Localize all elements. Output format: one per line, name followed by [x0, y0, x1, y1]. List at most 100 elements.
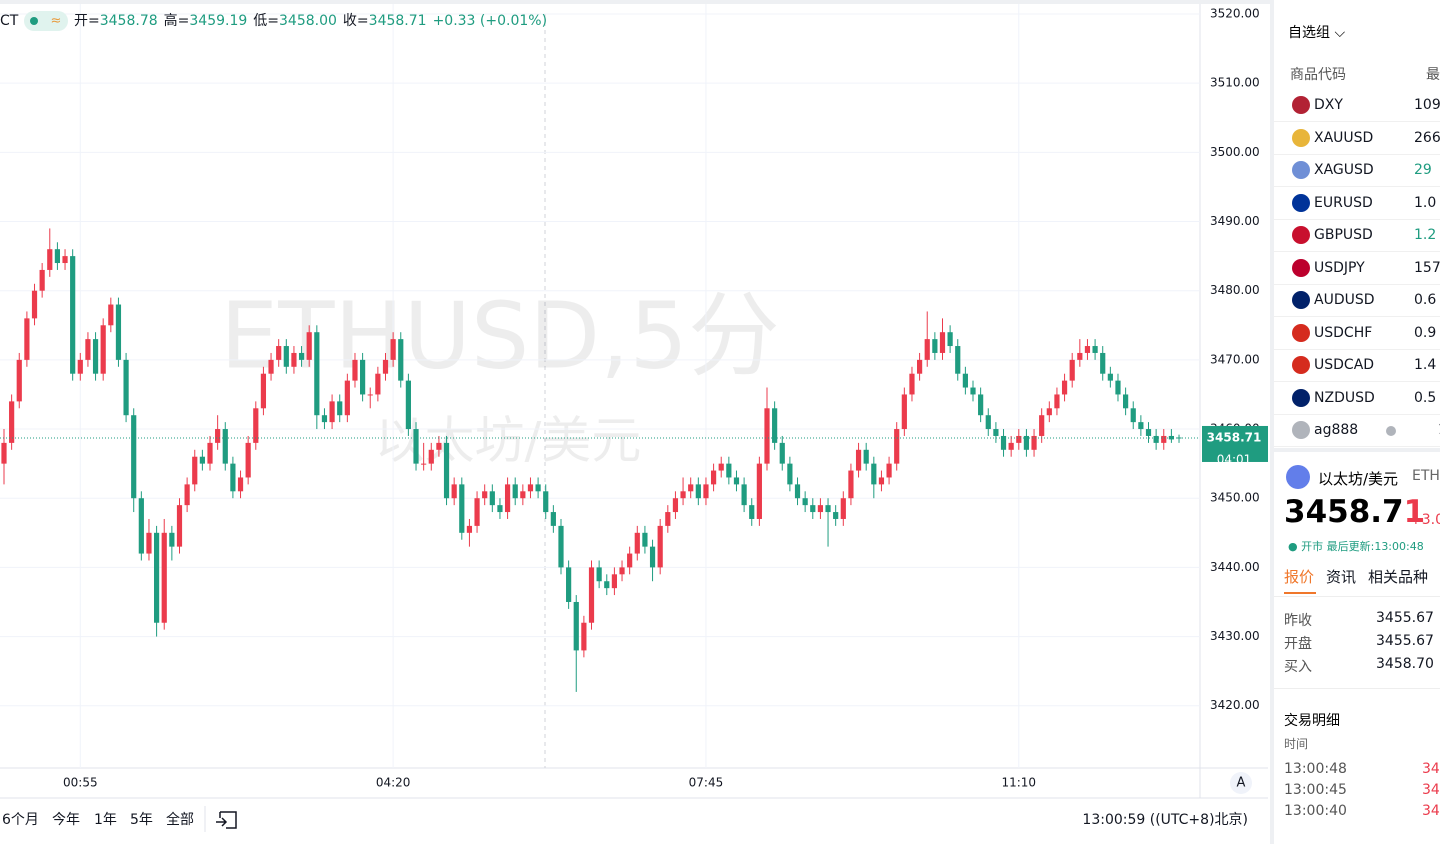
flag [1292, 421, 1310, 439]
trade-time: 13:00:40 [1284, 803, 1347, 819]
price-tail: 1 [1403, 494, 1426, 530]
candle-body [604, 581, 610, 589]
legend-symbol: CT [0, 13, 19, 29]
y-tick-label: 3430.00 [1210, 629, 1260, 643]
candle-body [848, 470, 854, 499]
updated: 最后更新:13:00:48 [1326, 540, 1424, 553]
tab-underline [1284, 592, 1316, 594]
watchlist-row[interactable]: USDCHF 0.9 [1274, 317, 1440, 350]
candle-body [108, 304, 114, 326]
candle-body [85, 339, 91, 360]
candle-body [566, 567, 572, 602]
status-pill [24, 11, 68, 31]
trade-price: 34 [1422, 761, 1440, 777]
candle-body [131, 415, 137, 499]
symbol: ag888 [1314, 422, 1359, 438]
candle-body [764, 408, 770, 464]
column-header: 最 [1426, 67, 1440, 83]
watchlist-row[interactable]: NZDUSD 0.5 [1274, 382, 1440, 415]
last-value: 266 [1414, 129, 1440, 146]
symbol: DXY [1314, 97, 1343, 113]
flag [1292, 193, 1310, 212]
watchlist-row[interactable]: ag888 1 [1274, 414, 1440, 447]
range-button[interactable]: 全部 [166, 811, 194, 828]
candle-body [939, 332, 946, 353]
watermark: ETHUSD,5分 [220, 282, 780, 389]
candle-body [1092, 346, 1098, 353]
flag [1292, 388, 1310, 407]
candle-body [917, 359, 923, 374]
candle-body [955, 346, 961, 374]
candle-body [817, 505, 824, 513]
candle-body [863, 449, 869, 464]
candle-body [649, 546, 656, 568]
legend-label: 高= [164, 12, 190, 29]
candle-body [77, 359, 83, 374]
watchlist-row[interactable]: GBPUSD 1.2 [1274, 219, 1440, 252]
watchlist-row[interactable]: AUDUSD 0.6 [1274, 284, 1440, 317]
status: 开市 [1301, 540, 1324, 553]
candle-body [947, 332, 953, 347]
candle-body [642, 532, 648, 547]
compare-icon[interactable] [216, 811, 237, 829]
watchlist-row[interactable]: USDJPY 157 [1274, 252, 1440, 285]
watchlist-row[interactable]: EURUSD 1.0 [1274, 187, 1440, 220]
instrument-name: 以太坊/美元 [1318, 470, 1399, 488]
symbol: USDCHF [1314, 324, 1373, 341]
stat-label: 开盘 [1284, 636, 1312, 652]
candle-body [550, 512, 556, 526]
legend-value: 3458.00 [279, 13, 337, 29]
tab[interactable]: 资讯 [1326, 568, 1357, 586]
candle-body [802, 498, 808, 506]
candle-body [329, 401, 335, 423]
candle-body [695, 484, 701, 499]
tab[interactable]: 报价 [1284, 568, 1315, 586]
range-button[interactable]: 5年 [130, 812, 153, 828]
scale-button[interactable] [1230, 772, 1252, 794]
status-dot [30, 17, 38, 25]
candle-body [680, 491, 686, 499]
candle-body [634, 532, 640, 554]
candle-body [298, 352, 305, 360]
watchlist-row[interactable]: XAGUSD 29 [1274, 154, 1440, 187]
symbol: XAGUSD [1314, 162, 1374, 178]
watchlist-title-text[interactable]: 自选组 [1288, 25, 1330, 41]
watchlist-row[interactable]: XAUUSD 266 [1274, 122, 1440, 155]
candle-body [62, 256, 68, 264]
countdown: 04:01 [1217, 452, 1252, 466]
candle-body [1100, 352, 1106, 374]
y-tick-label: 3440.00 [1210, 560, 1260, 574]
last-value: 0.6 [1414, 292, 1437, 308]
divider [1274, 688, 1440, 689]
candle-body [886, 463, 892, 478]
candle-body [314, 332, 320, 416]
candle-body [154, 532, 160, 623]
y-tick-label: 3450.00 [1210, 491, 1260, 505]
range-button[interactable]: 今年 [52, 812, 80, 828]
scale-button-label[interactable]: A [1237, 776, 1246, 791]
x-tick-label: 11:10 [1001, 776, 1036, 790]
candle-body [451, 484, 457, 499]
watchlist-title[interactable]: 自选组 ⌵ [1288, 25, 1346, 41]
price-main: 3458.7 [1284, 494, 1404, 530]
watchlist-row[interactable]: USDCAD 1.4 [1274, 349, 1440, 382]
candle-body [1, 442, 7, 464]
stat-value: 3455.67 [1376, 633, 1434, 649]
top-border [0, 0, 1270, 4]
candle-body [169, 532, 175, 547]
candle-body [1039, 415, 1045, 436]
watchlist-row[interactable]: DXY 109 [1274, 89, 1440, 122]
range-button[interactable]: 6个月 [2, 812, 39, 828]
candle-body [24, 318, 30, 360]
candle-body [436, 442, 442, 450]
price-change: +3.0 [1410, 512, 1440, 528]
candle-body [718, 463, 724, 471]
range-button[interactable]: 1年 [94, 812, 117, 828]
last-value: 157 [1414, 259, 1440, 276]
candle-body [1115, 380, 1121, 395]
tab[interactable]: 相关品种 [1368, 568, 1429, 586]
candle-body [1145, 429, 1152, 436]
y-tick-label: 3490.00 [1210, 214, 1260, 228]
column-header: 商品代码 [1290, 67, 1346, 83]
candle-body [787, 463, 793, 485]
